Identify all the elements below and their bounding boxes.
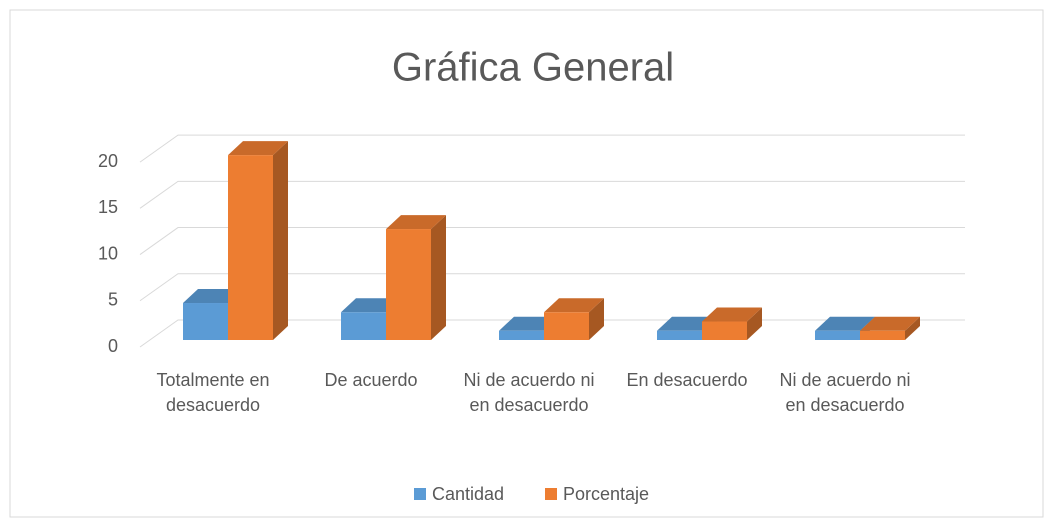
- x-tick-label: Ni de acuerdo ni en desacuerdo: [463, 370, 595, 415]
- chart-border: [9, 9, 1044, 518]
- bar: [815, 330, 860, 340]
- bar: [499, 330, 544, 340]
- legend-swatch: [545, 488, 557, 500]
- y-tick-label: 0: [108, 336, 118, 356]
- legend-label: Porcentaje: [563, 484, 649, 504]
- grid-line: [139, 134, 965, 163]
- bar-top: [815, 316, 875, 331]
- bar-top: [386, 215, 446, 230]
- y-tick-label: 10: [98, 243, 118, 263]
- y-tick-label: 5: [108, 290, 118, 310]
- bar-side: [431, 215, 446, 340]
- bar: [183, 303, 228, 340]
- bar-top: [702, 307, 762, 322]
- x-tick-label: Totalmente en desacuerdo: [156, 370, 270, 415]
- bar-top: [860, 316, 920, 331]
- bar: [544, 312, 589, 340]
- chart-title: Gráfica General: [392, 46, 674, 90]
- bar: [702, 321, 747, 340]
- bar: [228, 155, 273, 340]
- bar-side: [905, 316, 920, 340]
- legend-swatch: [414, 488, 426, 500]
- bar: [341, 312, 386, 340]
- bar-side: [747, 307, 762, 340]
- grid-line: [139, 273, 965, 302]
- x-tick-label: De acuerdo: [324, 370, 418, 390]
- bar-top: [228, 141, 288, 156]
- grid-line: [139, 180, 965, 209]
- bar-top: [544, 298, 604, 313]
- x-tick-label: En desacuerdo: [626, 370, 748, 390]
- bar-side: [589, 298, 604, 340]
- x-tick-label: Ni de acuerdo ni en desacuerdo: [779, 370, 911, 415]
- bar: [860, 330, 905, 340]
- grid-line: [139, 227, 965, 255]
- legend-label: Cantidad: [432, 484, 504, 504]
- y-tick-label: 15: [98, 197, 118, 217]
- bar-side: [273, 141, 288, 340]
- y-tick-label: 20: [98, 151, 118, 171]
- bar: [386, 229, 431, 340]
- bar: [657, 330, 702, 340]
